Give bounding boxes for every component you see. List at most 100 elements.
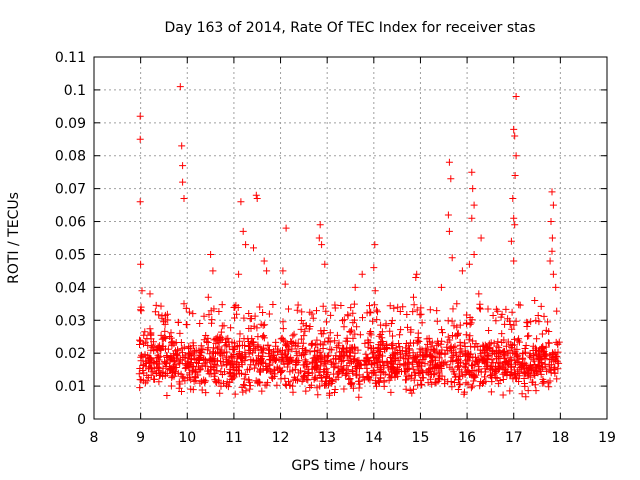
data-point xyxy=(419,369,427,377)
data-point xyxy=(475,367,482,375)
data-point xyxy=(371,287,379,295)
data-point xyxy=(426,375,434,383)
data-point xyxy=(437,340,445,348)
data-point xyxy=(279,267,287,275)
data-point xyxy=(536,352,544,360)
data-point xyxy=(187,376,195,384)
y-tick-label: 0.06 xyxy=(55,215,86,231)
data-point xyxy=(532,368,540,375)
data-point xyxy=(300,371,308,379)
data-point xyxy=(471,360,479,368)
data-point xyxy=(340,323,348,331)
data-point xyxy=(332,359,340,367)
data-point xyxy=(476,346,484,354)
data-point xyxy=(270,356,278,364)
data-point xyxy=(333,370,341,378)
data-point xyxy=(388,342,396,349)
data-point xyxy=(161,358,168,366)
data-point xyxy=(284,346,292,354)
data-point xyxy=(406,339,414,347)
data-point xyxy=(263,366,270,374)
data-point xyxy=(508,344,516,352)
data-point xyxy=(379,338,386,345)
data-point xyxy=(167,354,175,362)
data-point xyxy=(241,348,249,356)
data-point xyxy=(344,356,352,364)
data-point xyxy=(369,317,377,325)
data-point xyxy=(364,343,372,351)
data-point xyxy=(169,369,176,376)
data-point xyxy=(487,362,495,370)
data-point xyxy=(403,311,411,318)
data-point xyxy=(331,386,339,393)
data-point xyxy=(366,302,373,310)
data-point xyxy=(156,342,164,350)
data-point xyxy=(426,365,434,373)
data-point xyxy=(303,360,311,368)
data-point xyxy=(406,387,414,394)
data-point xyxy=(289,382,297,390)
y-tick-label: 0.05 xyxy=(55,247,86,263)
data-point xyxy=(454,329,462,337)
data-point xyxy=(150,338,157,346)
data-point xyxy=(508,308,516,316)
data-point xyxy=(157,346,165,353)
data-point xyxy=(417,310,425,318)
data-point xyxy=(511,172,519,179)
data-point xyxy=(431,370,439,378)
data-point xyxy=(191,369,199,377)
data-point xyxy=(439,329,446,337)
data-point xyxy=(454,386,462,393)
data-point xyxy=(189,310,197,318)
data-point xyxy=(332,352,340,360)
data-point xyxy=(488,371,496,379)
data-point xyxy=(537,365,545,373)
data-point xyxy=(368,345,376,353)
data-point xyxy=(141,338,149,346)
data-point xyxy=(549,201,557,209)
data-point xyxy=(426,306,434,314)
data-point xyxy=(246,382,254,390)
data-point xyxy=(453,323,461,331)
data-point xyxy=(375,341,383,349)
data-point xyxy=(469,337,477,345)
data-point xyxy=(448,365,456,373)
data-point xyxy=(182,304,190,312)
data-point xyxy=(259,365,267,373)
data-point xyxy=(338,369,346,377)
data-point xyxy=(553,375,561,383)
data-point xyxy=(470,251,478,258)
x-tick-label: 17 xyxy=(505,430,523,446)
data-point xyxy=(378,334,386,342)
data-point xyxy=(256,303,264,311)
data-point xyxy=(191,347,198,355)
data-point xyxy=(227,324,235,332)
data-point xyxy=(538,359,546,367)
data-point xyxy=(374,308,381,316)
y-tick-label: 0 xyxy=(77,412,86,428)
data-point xyxy=(142,358,150,366)
data-point xyxy=(285,305,292,313)
data-point xyxy=(524,387,532,395)
data-point xyxy=(540,348,547,356)
data-point xyxy=(138,287,146,295)
data-point xyxy=(246,385,254,393)
data-point xyxy=(446,336,454,344)
data-point xyxy=(466,354,474,362)
data-point xyxy=(538,330,546,338)
x-tick-label: 12 xyxy=(272,430,290,446)
data-point xyxy=(410,301,418,309)
data-point xyxy=(265,346,272,354)
data-point xyxy=(195,355,203,363)
data-point xyxy=(544,318,552,326)
y-tick-label: 0.1 xyxy=(64,83,86,99)
data-point xyxy=(347,380,355,388)
data-point xyxy=(264,366,272,374)
data-point xyxy=(509,375,517,383)
data-point xyxy=(218,362,226,370)
data-point xyxy=(251,312,259,320)
x-tick-label: 11 xyxy=(225,430,243,446)
data-point xyxy=(196,379,204,387)
data-point xyxy=(522,342,530,349)
data-point xyxy=(519,349,527,357)
